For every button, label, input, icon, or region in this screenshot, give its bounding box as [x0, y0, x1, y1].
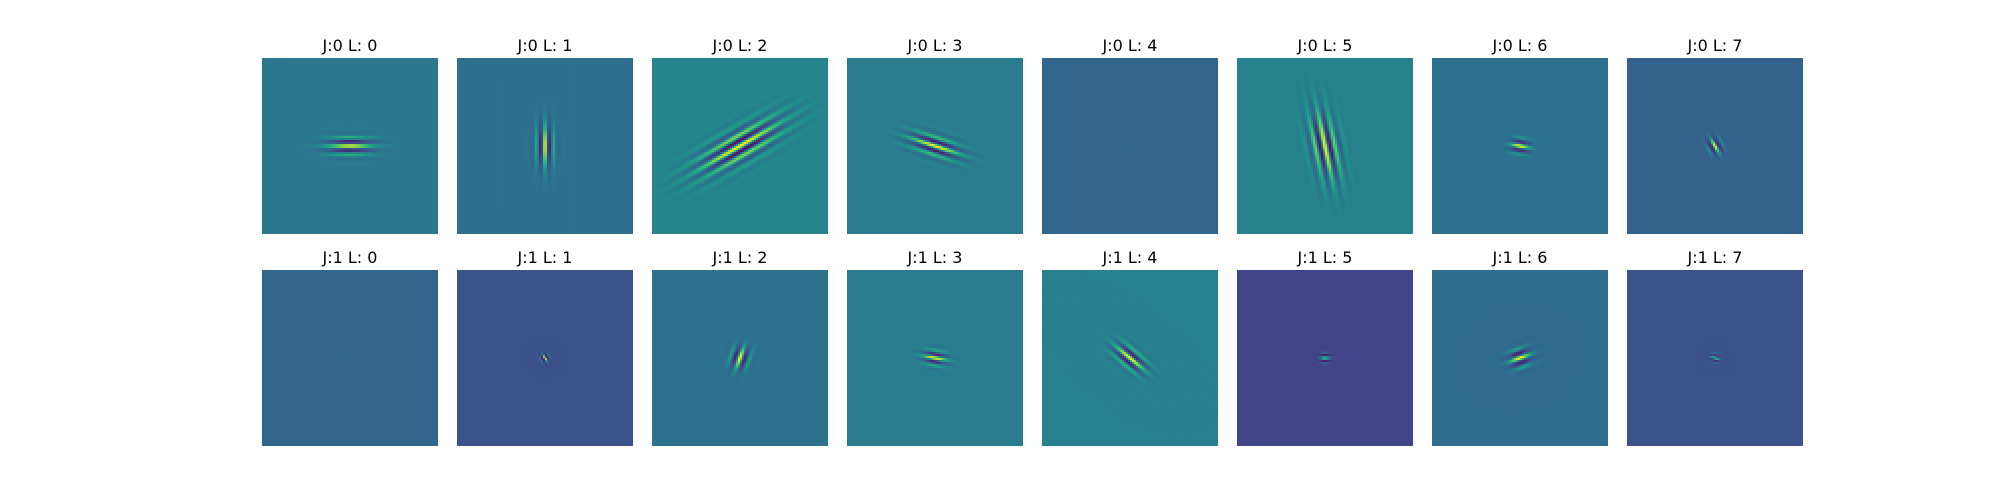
- filter-image: [1432, 270, 1608, 446]
- panel-title: J:0 L: 7: [1687, 36, 1743, 55]
- panel-title: J:1 L: 3: [907, 248, 963, 267]
- filter-panel: J:1 L: 0: [262, 247, 438, 456]
- filter-panel: J:0 L: 4: [1042, 35, 1218, 244]
- filter-panel: J:1 L: 5: [1237, 247, 1413, 456]
- filter-panel: J:1 L: 1: [457, 247, 633, 456]
- filter-panel: J:0 L: 1: [457, 35, 633, 244]
- filter-panel: J:1 L: 2: [652, 247, 828, 456]
- filter-image: [1237, 270, 1413, 446]
- filter-panel: J:1 L: 7: [1627, 247, 1803, 456]
- panel-title: J:1 L: 0: [322, 248, 378, 267]
- filter-image: [457, 58, 633, 234]
- panel-title: J:1 L: 2: [712, 248, 768, 267]
- filter-panel: J:0 L: 5: [1237, 35, 1413, 244]
- panel-title: J:0 L: 5: [1297, 36, 1353, 55]
- filter-image: [847, 270, 1023, 446]
- filter-image: [1042, 58, 1218, 234]
- filter-image: [1042, 270, 1218, 446]
- panel-title: J:0 L: 1: [517, 36, 573, 55]
- filter-image: [652, 270, 828, 446]
- panel-title: J:1 L: 4: [1102, 248, 1158, 267]
- panel-title: J:0 L: 6: [1492, 36, 1548, 55]
- filter-panel: J:0 L: 3: [847, 35, 1023, 244]
- filter-panel: J:1 L: 3: [847, 247, 1023, 456]
- filter-panel: J:1 L: 6: [1432, 247, 1608, 456]
- filter-panel: J:0 L: 2: [652, 35, 828, 244]
- filter-panel: J:1 L: 4: [1042, 247, 1218, 456]
- filter-image: [262, 58, 438, 234]
- panel-title: J:0 L: 4: [1102, 36, 1158, 55]
- filter-image: [457, 270, 633, 446]
- panel-title: J:0 L: 3: [907, 36, 963, 55]
- filter-image: [1237, 58, 1413, 234]
- filter-panel: J:0 L: 6: [1432, 35, 1608, 244]
- panel-title: J:1 L: 7: [1687, 248, 1743, 267]
- filter-image: [1432, 58, 1608, 234]
- panel-title: J:1 L: 5: [1297, 248, 1353, 267]
- filter-panel: J:0 L: 0: [262, 35, 438, 244]
- filter-image: [847, 58, 1023, 234]
- panel-title: J:0 L: 2: [712, 36, 768, 55]
- panel-title: J:1 L: 6: [1492, 248, 1548, 267]
- panel-title: J:1 L: 1: [517, 248, 573, 267]
- panel-title: J:0 L: 0: [322, 36, 378, 55]
- filter-image: [1627, 58, 1803, 234]
- filter-image: [262, 270, 438, 446]
- filter-image: [1627, 270, 1803, 446]
- filter-image: [652, 58, 828, 234]
- filter-panel: J:0 L: 7: [1627, 35, 1803, 244]
